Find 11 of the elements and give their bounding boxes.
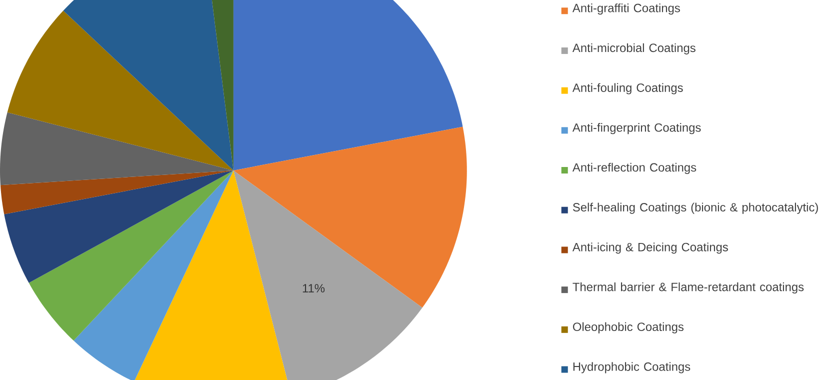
- legend-label: Anti-graffiti Coatings: [572, 3, 680, 15]
- legend-label: Self-healing Coatings (bionic & photocatalytic): [572, 202, 818, 214]
- legend-label: Thermal barrier & Flame-retardant coatings: [572, 282, 804, 294]
- legend-label: Anti-icing & Deicing Coatings: [572, 242, 728, 254]
- legend-label: Anti-fingerprint Coatings: [572, 123, 701, 134]
- data-label: 11%: [302, 284, 325, 292]
- legend-label: Anti-reflection Coatings: [572, 162, 696, 174]
- legend-label: Oleophobic Coatings: [572, 322, 684, 334]
- legend-label: Anti-fouling Coatings: [572, 83, 683, 94]
- legend-label: Anti-microbial Coatings: [572, 43, 696, 54]
- legend-label: Hydrophobic Coatings: [573, 362, 690, 374]
